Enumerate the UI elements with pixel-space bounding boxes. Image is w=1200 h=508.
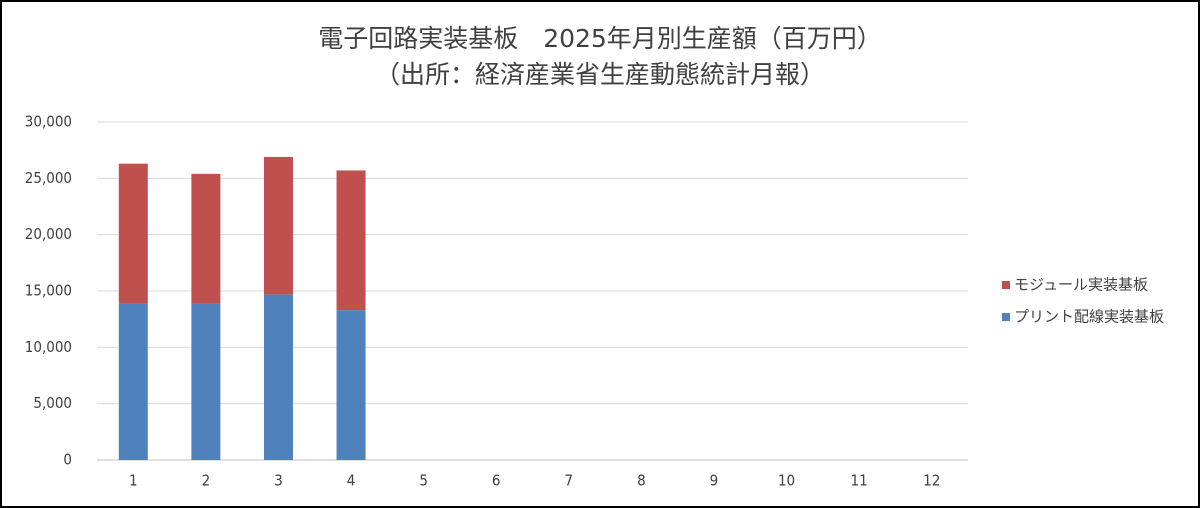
chart-subtitle: （出所：経済産業省生産動態統計月報） (375, 60, 825, 89)
bar-segment (191, 303, 221, 460)
legend-label: プリント配線実装基板 (1014, 308, 1164, 326)
y-tick-label: 25,000 (25, 169, 72, 187)
legend-swatch (1002, 313, 1010, 321)
x-tick-label: 4 (347, 472, 356, 490)
y-tick-label: 10,000 (25, 338, 72, 356)
legend-label: モジュール実装基板 (1014, 276, 1148, 294)
x-tick-label: 12 (923, 472, 940, 490)
x-tick-label: 6 (492, 472, 501, 490)
chart-title: 電子回路実装基板 2025年月別生産額（百万円） (318, 24, 882, 53)
bar-segment (191, 173, 221, 304)
y-tick-label: 15,000 (25, 282, 72, 300)
x-tick-label: 1 (129, 472, 138, 490)
y-tick-label: 0 (63, 451, 72, 469)
y-tick-label: 5,000 (33, 394, 72, 412)
y-tick-label: 30,000 (25, 113, 72, 131)
y-tick-label: 20,000 (25, 225, 72, 243)
x-tick-label: 2 (202, 472, 211, 490)
x-tick-label: 10 (778, 472, 795, 490)
legend-swatch (1002, 281, 1010, 289)
x-tick-label: 8 (637, 472, 646, 490)
bar-segment (336, 170, 366, 311)
bar-segment (263, 294, 293, 460)
bar-segment (263, 156, 293, 295)
bar-segment (118, 163, 148, 304)
x-tick-label: 9 (710, 472, 719, 490)
x-tick-label: 11 (851, 472, 868, 490)
x-tick-label: 5 (419, 472, 428, 490)
bar-segment (118, 303, 148, 460)
x-tick-label: 7 (564, 472, 573, 490)
x-tick-label: 3 (274, 472, 283, 490)
bar-segment (336, 310, 366, 460)
